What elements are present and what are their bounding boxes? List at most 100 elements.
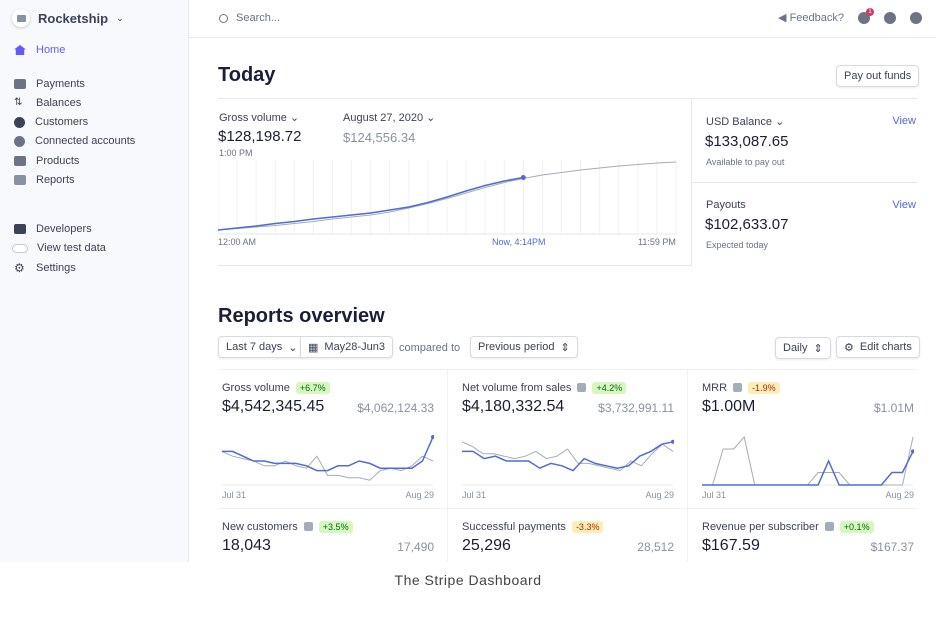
search-icon: [219, 13, 228, 23]
card-compare-value: $1.01M: [873, 401, 914, 415]
change-badge: +6.7%: [295, 382, 330, 394]
label: USD Balance: [706, 116, 773, 128]
report-card[interactable]: New customers +3.5% 18,043 17,490: [218, 510, 446, 630]
divider: [218, 98, 917, 99]
sidebar-item-connected-accounts[interactable]: Connected accounts: [14, 133, 135, 149]
change-badge: -1.9%: [748, 382, 780, 394]
search-input[interactable]: Search...: [219, 12, 280, 24]
info-icon[interactable]: [733, 383, 743, 392]
help-icon[interactable]: [884, 11, 896, 24]
view-payouts-link[interactable]: View: [892, 199, 916, 211]
chevron-updown-icon: ⇕: [560, 341, 570, 354]
divider: [691, 182, 917, 183]
balance-currency-selector[interactable]: USD Balance ⌄: [706, 116, 785, 128]
sidebar-item-payments[interactable]: Payments: [14, 76, 85, 92]
divider: [218, 265, 691, 266]
bell-icon[interactable]: 1: [858, 7, 874, 24]
nav-label: Settings: [36, 262, 76, 274]
report-card[interactable]: Successful payments -3.3% 25,296 28,512: [458, 510, 686, 630]
connected-accounts-icon: [14, 135, 25, 147]
current-period-line: [462, 441, 674, 472]
card-label: New customers +3.5%: [222, 521, 353, 533]
previous-period-line: [702, 435, 914, 486]
card-title: Successful payments: [462, 521, 566, 533]
caption: The Stripe Dashboard: [394, 572, 542, 588]
report-card[interactable]: Revenue per subscriber +0.1% $167.59 $167…: [698, 510, 926, 630]
info-icon[interactable]: [824, 522, 834, 531]
card-compare-value: 17,490: [397, 540, 434, 554]
reports-icon: [14, 175, 26, 185]
view-balance-link[interactable]: View: [892, 115, 916, 127]
sidebar-item-customers[interactable]: Customers: [14, 114, 88, 130]
test-data-toggle[interactable]: View test data: [12, 240, 106, 256]
card-label: Revenue per subscriber +0.1%: [702, 521, 874, 533]
card-compare-value: $3,732,991.11: [598, 401, 674, 415]
sidebar-item-balances[interactable]: ⇅ Balances: [14, 95, 81, 111]
calendar-icon: ▦: [308, 341, 319, 354]
report-card[interactable]: MRR -1.9% $1.00M $1.01M Jul 31 Aug 29: [698, 371, 926, 500]
edit-charts-button[interactable]: ⚙ Edit charts: [836, 336, 920, 358]
x-start-label: 12:00 AM: [218, 237, 257, 247]
interval-select[interactable]: Daily ⇕: [775, 337, 831, 359]
label: August 27, 2020: [343, 112, 424, 124]
divider: [218, 508, 917, 509]
card-value: $1.00M: [702, 398, 756, 415]
sidebar-item-settings[interactable]: ⚙ Settings: [14, 260, 76, 276]
x-end-label: Aug 29: [885, 490, 914, 500]
today-line: [218, 176, 524, 231]
card-label: Net volume from sales +4.2%: [462, 382, 627, 394]
card-label: MRR -1.9%: [702, 382, 780, 394]
x-end-label: Aug 29: [645, 490, 674, 500]
pay-out-funds-button[interactable]: Pay out funds: [836, 65, 920, 87]
nav-label: Customers: [35, 116, 89, 128]
toggle-switch[interactable]: [12, 243, 28, 253]
feedback-button[interactable]: ◀ Feedback?: [778, 11, 844, 24]
gross-volume-value: $128,198.72: [218, 128, 302, 145]
payouts-label: Payouts: [706, 199, 746, 211]
previous-period-line: [222, 450, 434, 481]
page-title: Today: [218, 64, 276, 86]
gear-icon: ⚙: [844, 341, 854, 354]
card-value: $4,542,345.45: [222, 398, 325, 415]
date-range-selector[interactable]: Last 7 days ⌄: [218, 336, 306, 358]
sparkline-chart: [222, 435, 434, 486]
current-point: [911, 449, 914, 454]
change-badge: -3.3%: [571, 521, 604, 533]
card-label: Gross volume +6.7%: [222, 382, 330, 394]
payouts-value: $102,633.07: [705, 216, 789, 233]
report-card[interactable]: Net volume from sales +4.2% $4,180,332.54…: [458, 371, 686, 500]
label: Last 7 days: [226, 341, 283, 353]
current-point: [520, 175, 526, 180]
sidebar-item-reports[interactable]: Reports: [14, 172, 75, 188]
customers-icon: [14, 116, 25, 128]
nav-label: Developers: [36, 223, 92, 235]
compare-date-selector[interactable]: August 27, 2020 ⌄: [343, 112, 436, 124]
card-value: $4,180,332.54: [462, 398, 565, 415]
main-content: Search... ◀ Feedback? 1 Today Pay out fu…: [189, 0, 936, 562]
info-icon[interactable]: [577, 383, 587, 392]
reports-title: Reports overview: [218, 305, 385, 327]
report-card[interactable]: Gross volume +6.7% $4,542,345.45 $4,062,1…: [218, 371, 446, 500]
sidebar-item-developers[interactable]: Developers: [14, 221, 92, 237]
card-value: 25,296: [462, 537, 511, 554]
balance-sub: Available to pay out: [706, 157, 785, 167]
card-title: MRR: [702, 382, 728, 394]
user-icon[interactable]: [910, 11, 922, 24]
comparison-period-select[interactable]: Previous period ⇕: [470, 336, 578, 358]
change-badge: +3.5%: [318, 521, 353, 533]
x-start-label: Jul 31: [462, 490, 487, 500]
info-icon[interactable]: [303, 522, 313, 531]
nav-label: Products: [36, 155, 80, 167]
products-icon: [14, 156, 26, 166]
gross-volume-selector[interactable]: Gross volume ⌄: [219, 112, 300, 124]
card-label: Successful payments -3.3%: [462, 521, 604, 533]
date-picker[interactable]: ▦ May28-Jun3: [300, 336, 393, 358]
nav-label: View test data: [37, 242, 106, 254]
compared-to-label: compared to: [399, 342, 461, 354]
account-switcher[interactable]: Rocketship ⌄: [12, 9, 124, 27]
sparkline-chart: [702, 435, 914, 486]
sidebar-item-home[interactable]: Home: [14, 42, 65, 58]
gross-time: 1:00 PM: [219, 148, 253, 158]
sidebar-item-products[interactable]: Products: [14, 153, 79, 169]
current-period-line: [222, 436, 434, 472]
